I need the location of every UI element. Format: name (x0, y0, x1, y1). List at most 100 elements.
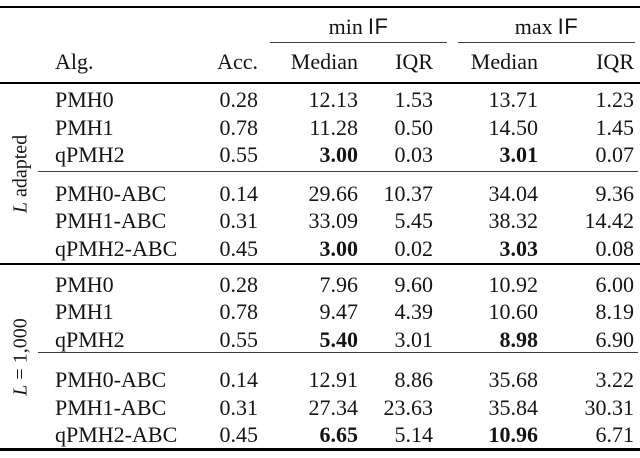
alg-cell: PMH0-ABC (55, 180, 167, 206)
max-median-cell: 10.60 (488, 299, 539, 325)
min-median-cell: 6.65 (319, 422, 359, 448)
acc-cell: 0.28 (219, 87, 259, 113)
table-row: PMH1 0.78 9.47 4.39 10.60 8.19 (0, 299, 640, 327)
min-median-cell: 5.40 (319, 326, 359, 352)
max-iqr-cell: 0.07 (595, 142, 635, 168)
min-iqr-cell: 9.60 (394, 271, 434, 297)
acc-cell: 0.14 (219, 180, 259, 206)
alg-cell: PMH1 (55, 299, 114, 325)
min-median-cell: 27.34 (308, 394, 359, 420)
acc-cell: 0.55 (219, 142, 259, 168)
max-median-cell: 8.98 (499, 326, 539, 352)
table-row: PMH1-ABC 0.31 27.34 23.63 35.84 30.31 (0, 394, 640, 422)
table-row: PMH1 0.78 11.28 0.50 14.50 1.45 (0, 114, 640, 142)
acc-cell: 0.31 (219, 394, 259, 420)
max-iqr-cell: 1.23 (595, 87, 635, 113)
table-row: qPMH2 0.55 5.40 3.01 8.98 6.90 (0, 326, 640, 354)
max-median-cell: 14.50 (488, 114, 539, 140)
min-iqr-cell: 0.02 (394, 235, 434, 261)
table-row: PMH0 0.28 7.96 9.60 10.92 6.00 (0, 271, 640, 299)
max-iqr-cell: 8.19 (595, 299, 635, 325)
alg-cell: PMH1-ABC (55, 394, 167, 420)
min-median-cell: 12.13 (308, 87, 359, 113)
max-median-cell: 3.01 (499, 142, 539, 168)
max-iqr-cell: 1.45 (595, 114, 635, 140)
min-median-cell: 29.66 (308, 180, 359, 206)
max-median-cell: 13.71 (488, 87, 539, 113)
min-iqr-cell: 10.37 (383, 180, 434, 206)
cmidrule-max-if (458, 41, 635, 43)
alg-cell: qPMH2 (55, 326, 125, 352)
top-rule (0, 5, 640, 8)
max-iqr-cell: 3.22 (595, 367, 635, 393)
min-median-column-header: Median (290, 48, 358, 74)
max-iqr-cell: 14.42 (584, 208, 635, 234)
min-if-group-header: min IF (270, 13, 447, 40)
table-row: PMH1-ABC 0.31 33.09 5.45 38.32 14.42 (0, 208, 640, 236)
subgroup-rule-2 (38, 352, 638, 354)
max-median-cell: 3.03 (499, 235, 539, 261)
acc-cell: 0.45 (219, 422, 259, 448)
min-median-cell: 7.96 (319, 271, 359, 297)
alg-cell: PMH1-ABC (55, 208, 167, 234)
acc-cell: 0.45 (219, 235, 259, 261)
min-median-cell: 3.00 (319, 142, 359, 168)
max-iqr-cell: 6.00 (595, 271, 635, 297)
acc-cell: 0.78 (219, 299, 259, 325)
max-median-cell: 10.92 (488, 271, 539, 297)
max-median-cell: 10.96 (488, 422, 539, 448)
acc-cell: 0.55 (219, 326, 259, 352)
max-median-cell: 34.04 (488, 180, 539, 206)
table-row: qPMH2-ABC 0.45 3.00 0.02 3.03 0.08 (0, 235, 640, 263)
max-if-group-header: max IF (458, 13, 635, 40)
min-median-cell: 9.47 (319, 299, 359, 325)
min-if-prefix: min (328, 13, 363, 39)
min-iqr-cell: 3.01 (394, 326, 434, 352)
table-row: qPMH2 0.55 3.00 0.03 3.01 0.07 (0, 142, 640, 170)
min-median-cell: 11.28 (309, 114, 358, 140)
min-if-suffix: IF (367, 13, 389, 39)
max-iqr-cell: 6.71 (595, 422, 635, 448)
min-median-cell: 33.09 (308, 208, 359, 234)
alg-cell: PMH0 (55, 87, 114, 113)
max-median-column-header: Median (470, 48, 538, 74)
max-iqr-column-header: IQR (596, 48, 634, 74)
max-if-suffix: IF (557, 13, 579, 39)
table-row: PMH0-ABC 0.14 29.66 10.37 34.04 9.36 (0, 180, 640, 208)
min-iqr-cell: 8.86 (394, 367, 434, 393)
max-iqr-cell: 30.31 (584, 394, 635, 420)
alg-column-header: Alg. (55, 48, 94, 74)
table-row: PMH0 0.28 12.13 1.53 13.71 1.23 (0, 87, 640, 115)
subgroup-rule-1 (38, 170, 638, 173)
alg-cell: qPMH2 (55, 142, 125, 168)
acc-cell: 0.78 (219, 114, 259, 140)
table-row: PMH0-ABC 0.14 12.91 8.86 35.68 3.22 (0, 367, 640, 395)
acc-cell: 0.14 (219, 367, 259, 393)
acc-cell: 0.31 (219, 208, 259, 234)
table-row: qPMH2-ABC 0.45 6.65 5.14 10.96 6.71 (0, 422, 640, 450)
rowset-l-1000-plain: PMH0 0.28 7.96 9.60 10.92 6.00 PMH1 0.78… (0, 271, 640, 354)
cmidrule-min-if (270, 41, 447, 43)
min-iqr-cell: 1.53 (394, 87, 434, 113)
max-iqr-cell: 9.36 (595, 180, 635, 206)
min-median-cell: 12.91 (308, 367, 359, 393)
min-iqr-cell: 4.39 (394, 299, 434, 325)
group-separator-rule (0, 262, 640, 265)
min-median-cell: 3.00 (319, 235, 359, 261)
max-median-cell: 35.68 (488, 367, 539, 393)
max-median-cell: 38.32 (488, 208, 539, 234)
min-iqr-cell: 5.45 (394, 208, 434, 234)
alg-cell: PMH0-ABC (55, 367, 167, 393)
acc-column-header: Acc. (217, 48, 258, 74)
alg-cell: qPMH2-ABC (55, 235, 178, 261)
min-iqr-cell: 23.63 (383, 394, 434, 420)
min-iqr-cell: 0.03 (394, 142, 434, 168)
max-iqr-cell: 6.90 (595, 326, 635, 352)
max-if-prefix: max (514, 13, 553, 39)
max-median-cell: 35.84 (488, 394, 539, 420)
rowset-l-adapted-abc: PMH0-ABC 0.14 29.66 10.37 34.04 9.36 PMH… (0, 180, 640, 263)
acc-cell: 0.28 (219, 271, 259, 297)
header-bottom-rule (0, 81, 640, 84)
min-iqr-column-header: IQR (395, 48, 433, 74)
